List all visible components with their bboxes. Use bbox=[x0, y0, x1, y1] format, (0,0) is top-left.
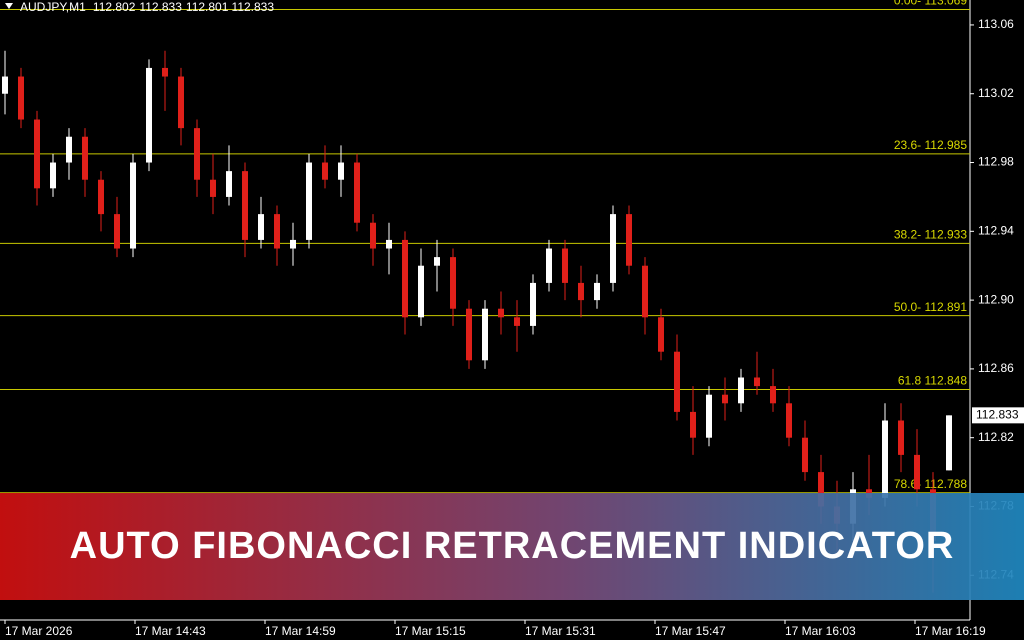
chart-header: AUDJPY,M1 112.802 112.833 112.801 112.833 bbox=[20, 0, 274, 14]
x-tick-label: 17 Mar 2026 bbox=[5, 624, 73, 638]
candle-body bbox=[210, 179, 216, 197]
candle-body bbox=[434, 257, 440, 266]
candle-body bbox=[306, 162, 312, 240]
x-tick-label: 17 Mar 16:19 bbox=[915, 624, 986, 638]
candle-body bbox=[802, 437, 808, 473]
candle-body bbox=[530, 282, 536, 326]
candle-body bbox=[322, 162, 328, 180]
candle-body bbox=[338, 162, 344, 180]
candle-body bbox=[194, 128, 200, 180]
candle-body bbox=[770, 386, 776, 404]
symbol: AUDJPY,M1 bbox=[20, 0, 86, 14]
current-price-label: 112.833 bbox=[976, 408, 1019, 422]
y-tick-label: 112.86 bbox=[978, 361, 1014, 375]
candle-body bbox=[66, 136, 72, 163]
candle-body bbox=[882, 420, 888, 498]
banner-title: AUTO FIBONACCI RETRACEMENT INDICATOR bbox=[70, 525, 955, 567]
candle-body bbox=[370, 222, 376, 249]
fib-label: 78.6- 112.788 bbox=[894, 477, 967, 491]
candle-body bbox=[738, 377, 744, 404]
y-tick-label: 112.94 bbox=[978, 223, 1014, 237]
candle-body bbox=[946, 415, 952, 471]
header-open: 112.802 bbox=[93, 0, 136, 14]
x-tick-label: 17 Mar 14:43 bbox=[135, 624, 206, 638]
x-tick-label: 17 Mar 15:47 bbox=[655, 624, 726, 638]
candle-body bbox=[546, 248, 552, 283]
x-tick-label: 17 Mar 15:31 bbox=[525, 624, 596, 638]
y-tick-label: 112.90 bbox=[978, 292, 1014, 306]
y-tick-label: 112.98 bbox=[978, 155, 1014, 169]
candle-body bbox=[482, 308, 488, 361]
candle-body bbox=[162, 67, 168, 77]
candle-body bbox=[178, 76, 184, 129]
fib-label: 50.0- 112.891 bbox=[894, 300, 967, 314]
candle-body bbox=[258, 214, 264, 240]
banner-background bbox=[0, 493, 1024, 600]
candle-body bbox=[674, 351, 680, 412]
candle-body bbox=[642, 265, 648, 318]
candle-body bbox=[754, 377, 760, 387]
banner: AUTO FIBONACCI RETRACEMENT INDICATOR bbox=[0, 493, 1024, 600]
candle-body bbox=[498, 308, 504, 318]
current-price-box bbox=[972, 407, 1024, 424]
candle-body bbox=[562, 248, 568, 283]
candle-body bbox=[146, 67, 152, 163]
candle-body bbox=[818, 472, 824, 507]
candle-body bbox=[594, 282, 600, 301]
y-tick-label: 113.02 bbox=[978, 86, 1014, 100]
fib-label: 23.6- 112.985 bbox=[894, 138, 967, 152]
candle-body bbox=[18, 76, 24, 120]
fib-label: 61.8 112.848 bbox=[898, 374, 968, 388]
candle-body bbox=[466, 308, 472, 361]
candle-body bbox=[402, 239, 408, 318]
candle-body bbox=[578, 282, 584, 301]
x-tick-label: 17 Mar 15:15 bbox=[395, 624, 466, 638]
candle-body bbox=[898, 420, 904, 455]
candle-body bbox=[34, 119, 40, 189]
candle-body bbox=[450, 257, 456, 309]
candle-body bbox=[290, 239, 296, 249]
header-high: 112.833 bbox=[139, 0, 182, 14]
candle-body bbox=[722, 394, 728, 404]
candle-body bbox=[658, 317, 664, 352]
header-low: 112.801 bbox=[186, 0, 229, 14]
header-close: 112.833 bbox=[232, 0, 275, 14]
candle-body bbox=[274, 214, 280, 249]
y-tick-label: 113.06 bbox=[978, 17, 1014, 31]
candle-body bbox=[386, 239, 392, 249]
x-tick-label: 17 Mar 16:03 bbox=[785, 624, 856, 638]
candle-body bbox=[706, 394, 712, 438]
fib-label: 38.2- 112.933 bbox=[894, 228, 967, 242]
candle-body bbox=[50, 162, 56, 189]
candle-body bbox=[130, 162, 136, 249]
candle-body bbox=[690, 411, 696, 438]
y-tick-label: 112.82 bbox=[978, 430, 1014, 444]
candle-body bbox=[2, 76, 8, 94]
menu-arrow bbox=[5, 3, 13, 9]
x-tick-label: 17 Mar 14:59 bbox=[265, 624, 336, 638]
candle-body bbox=[610, 214, 616, 283]
candle-body bbox=[626, 214, 632, 266]
candle-body bbox=[354, 162, 360, 223]
fib-label: 0.00- 113.069 bbox=[894, 0, 967, 8]
candle-body bbox=[98, 179, 104, 215]
candle-body bbox=[786, 403, 792, 438]
candle-body bbox=[82, 136, 88, 180]
candle-body bbox=[914, 454, 920, 490]
candle-body bbox=[242, 171, 248, 240]
candle-body bbox=[114, 214, 120, 249]
candle-body bbox=[226, 171, 232, 197]
plot: 0.00- 113.069 23.6- 112.985 38.2- 112.933 5… bbox=[0, 0, 970, 593]
candle-body bbox=[514, 317, 520, 326]
candle-body bbox=[418, 265, 424, 318]
